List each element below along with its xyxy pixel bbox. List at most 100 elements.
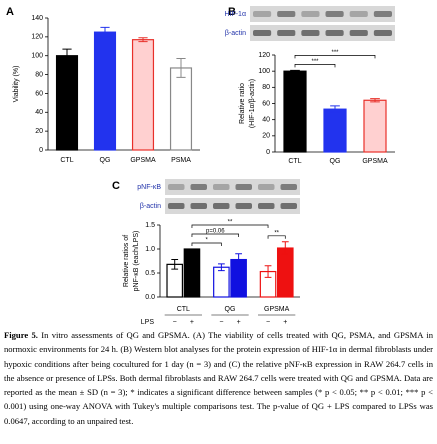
blot-band [258,184,275,190]
significance-bracket [294,64,336,68]
blot-band [190,203,207,209]
y-axis-label: Relative ratio [239,83,246,124]
blot-band [325,30,344,36]
bar [131,39,155,151]
y-axis-label: Viability (%) [13,66,20,103]
blot-band [280,203,297,209]
y-tick-label: 100 [258,68,270,75]
blot-band [213,184,230,190]
y-tick-label: 60 [35,90,43,97]
bar [323,108,347,153]
x-tick-label: GPSMA [362,158,388,165]
y-axis-label: (HIF-1α/β-actin) [249,79,256,128]
group-label: GPSMA [264,306,290,313]
blot-band [235,184,252,190]
blot-band [190,184,207,190]
blot-strip [250,6,395,22]
error-bar [62,48,72,63]
y-tick-label: 80 [35,71,43,78]
x-tick-label: PSMA [171,157,191,164]
error-bar [217,263,225,272]
lps-sign: − [266,319,270,326]
blot-band [349,30,368,36]
significance-label: ** [274,230,279,236]
bar [283,70,307,153]
y-tick-label: 120 [258,52,270,59]
blot-band [373,11,392,17]
caption-text: In vitro assessments of QG and GPSMA. (A… [4,330,433,426]
significance-label: ** [228,220,233,226]
blot-band [277,11,296,17]
y-tick-label: 1.0 [145,246,155,253]
y-tick-label: 40 [35,109,43,116]
y-tick-label: 120 [31,34,43,41]
blot-strip [165,198,300,214]
blot-band [253,30,272,36]
y-tick-label: 0 [39,147,43,154]
significance-bracket [191,242,222,246]
bar [55,55,79,151]
blot-band [253,11,272,17]
lps-sign: − [219,319,223,326]
y-tick-label: 40 [262,117,270,124]
error-bar [171,259,179,270]
y-tick-label: 140 [31,15,43,22]
y-tick-label: 0 [266,149,270,156]
error-bar [330,105,340,113]
blot-band [168,203,185,209]
error-bar [264,265,272,278]
panel-letter: B [228,6,236,18]
y-tick-label: 0.0 [145,294,155,301]
y-tick-label: 80 [262,84,270,91]
blot-strip [165,179,300,195]
error-bar [100,26,110,38]
bar [213,266,230,298]
error-bar [235,253,243,266]
lps-sign: + [237,319,241,326]
significance-bracket [267,235,286,239]
blot-band [168,184,185,190]
caption-label: Figure 5. [4,330,38,340]
significance-bracket [191,233,239,237]
blot-label: pNF-κB [137,184,161,191]
y-tick-label: 20 [262,133,270,140]
row-label: LPS [141,319,155,326]
significance-label: * [205,238,208,244]
y-tick-label: 20 [35,128,43,135]
figure: A Viability (%) 0 20 40 60 80 100 120 140 CTL QG GPS… [6,6,395,326]
bar [183,248,201,298]
significance-label: *** [311,59,319,65]
caption: Figure 5. In vitro assessments of QG and… [4,328,433,444]
significance-label: p=0.06 [206,229,225,235]
blot-label: β-actin [140,203,161,210]
panel-letter: A [6,6,14,18]
error-bar [370,98,380,103]
x-tick-label: QG [330,158,341,165]
y-tick-label: 60 [262,100,270,107]
lps-sign: + [283,319,287,326]
y-axis-label: Relative ratios of [123,235,130,287]
bar [93,31,117,151]
blot-band [349,11,368,17]
error-bar [176,58,186,78]
bar [363,99,387,153]
blot-band [325,11,344,17]
blot-band [301,11,320,17]
error-bar [138,37,148,43]
significance-label: *** [331,50,339,56]
group-label: CTL [177,306,190,313]
blot-band [301,30,320,36]
blot-band [277,30,296,36]
y-tick-label: 1.5 [145,222,155,229]
group-label: QG [225,306,236,313]
blot-label: β-actin [225,30,246,37]
significance-bracket [294,55,376,59]
panel-letter: C [112,180,120,192]
blot-label: HIF-1α [224,11,246,18]
error-bar [290,69,300,73]
lps-sign: − [173,319,177,326]
blot-band [258,203,275,209]
blot-strip [250,25,395,41]
lps-sign: + [190,319,194,326]
